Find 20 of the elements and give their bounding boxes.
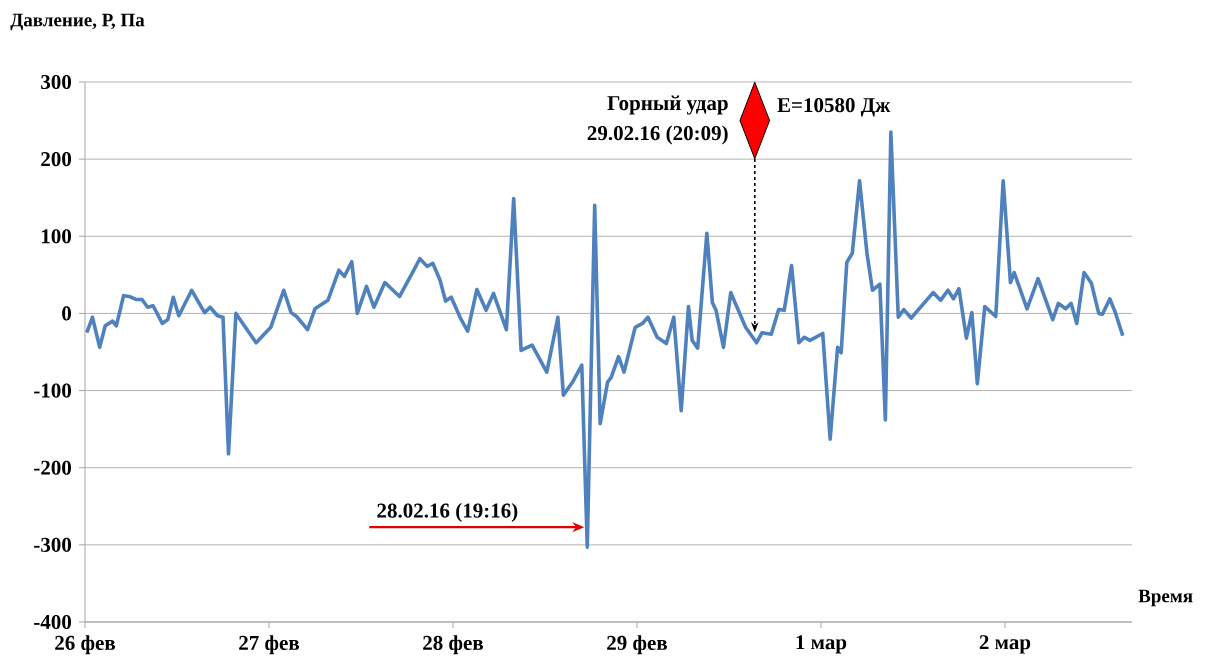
x-tick-label: 26 фев — [55, 635, 116, 655]
annotation: 29.02.16 (20:09) — [587, 125, 728, 145]
y-tick-label: -100 — [34, 383, 72, 398]
y-tick-label: -200 — [34, 460, 72, 475]
x-tick-label: 29 фев — [607, 635, 668, 655]
y-axis-title: Давление, Р, Па — [10, 13, 145, 31]
annotation: 28.02.16 (19:16) — [377, 502, 518, 522]
y-tick-label: 200 — [41, 152, 72, 167]
x-tick-label: 1 мар — [796, 635, 847, 654]
x-tick-label: 27 фев — [239, 635, 300, 655]
y-tick-label: 100 — [41, 229, 72, 244]
y-tick-label: -300 — [34, 537, 72, 552]
annotation: E=10580 Дж — [777, 98, 891, 117]
x-axis-title: Время — [1138, 589, 1193, 607]
x-tick-label: 28 фев — [423, 635, 484, 655]
y-tick-label: 0 — [62, 306, 72, 321]
x-tick-label: 2 мар — [979, 635, 1031, 654]
y-tick-label: 300 — [41, 74, 72, 90]
ref-line-label: Горный удар — [607, 95, 728, 115]
y-tick-label: -400 — [34, 614, 72, 630]
